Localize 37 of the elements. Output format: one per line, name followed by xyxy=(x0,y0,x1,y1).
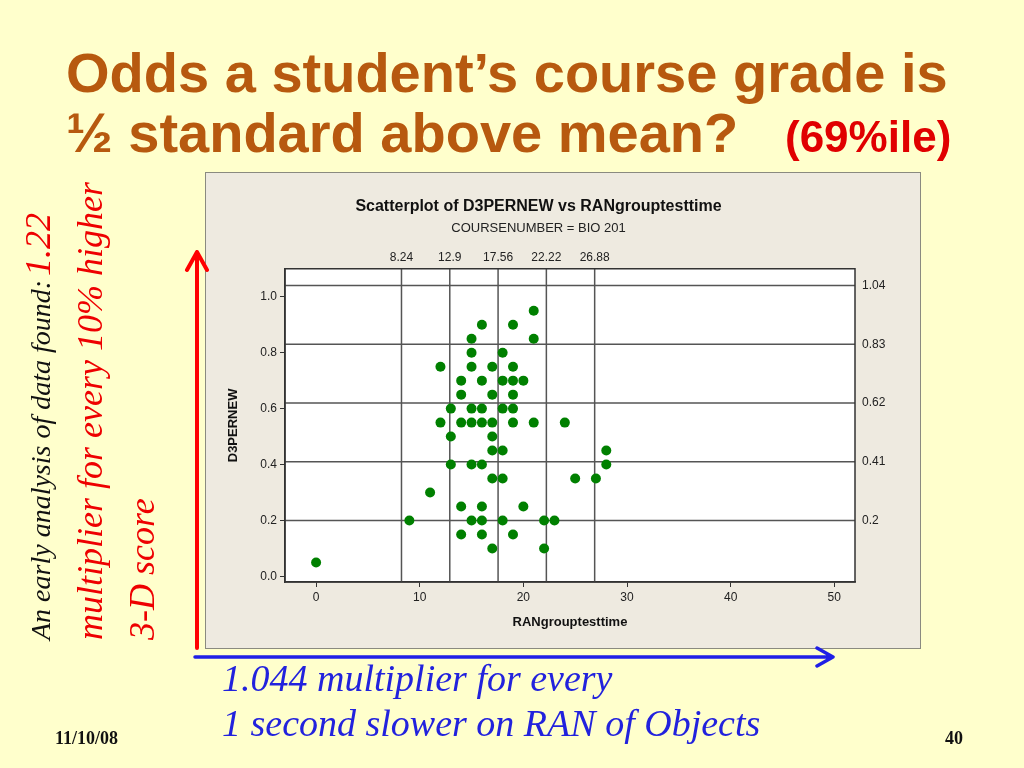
ref-line-label: 0.83 xyxy=(862,336,886,351)
ref-line-label: 0.41 xyxy=(862,454,886,469)
text: 1.044 multiplier for every xyxy=(222,656,613,700)
ref-line-label: 8.24 xyxy=(389,250,414,265)
text: multiplier for every 10% higher xyxy=(70,182,110,640)
y-tick-label: 0.2 xyxy=(260,512,278,527)
text: Odds a student’s course grade is xyxy=(66,41,948,104)
chart-title: Scatterplot of D3PERNEW vs RANgrouptesttime xyxy=(355,197,722,215)
text: An early analysis of data found: xyxy=(25,279,56,640)
x-tick-label: 30 xyxy=(620,589,634,604)
x-tick-label: 20 xyxy=(516,589,531,604)
y-tick-label: 1.0 xyxy=(260,289,278,304)
text: 1 second slower on RAN of Objects xyxy=(222,701,761,745)
y-tick-label: 0.0 xyxy=(260,568,278,583)
text: 1.22 xyxy=(18,212,58,276)
ref-line-label: 0.2 xyxy=(862,512,880,527)
text: 11/10/08 xyxy=(55,728,119,748)
ref-line-label: 17.56 xyxy=(483,250,514,265)
text: 3-D score xyxy=(122,498,162,640)
y-tick-label: 0.8 xyxy=(260,345,278,360)
y-axis-title: D3PERNEW xyxy=(225,387,241,463)
ref-line-label: 26.88 xyxy=(579,250,611,265)
text: 40 xyxy=(945,728,963,748)
text: ½ standard above mean? xyxy=(66,101,739,164)
ref-line-label: 12.9 xyxy=(438,250,462,265)
ref-line-label: 0.62 xyxy=(862,395,886,410)
x-tick-label: 40 xyxy=(723,589,738,604)
ref-line-label: 1.04 xyxy=(862,277,886,292)
x-axis-title: RANgrouptesttime xyxy=(512,613,628,629)
y-tick-label: 0.6 xyxy=(260,400,278,415)
ref-line-label: 22.22 xyxy=(531,250,562,265)
text: (69%ile) xyxy=(785,112,952,161)
y-tick-label: 0.4 xyxy=(260,456,278,471)
x-tick-label: 50 xyxy=(827,589,842,604)
x-tick-label: 0 xyxy=(312,589,320,604)
x-tick-label: 10 xyxy=(413,589,427,604)
chart-subtitle: COURSENUMBER = BIO 201 xyxy=(451,219,626,235)
